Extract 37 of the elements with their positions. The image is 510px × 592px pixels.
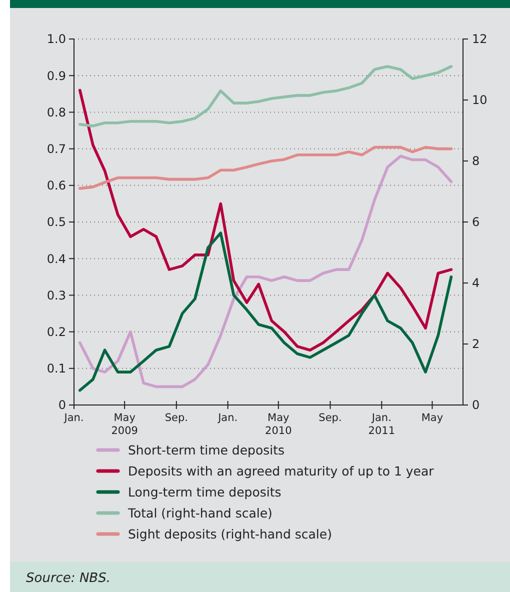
y-tick-label: 0.6: [46, 178, 66, 193]
y-tick-label: 0.9: [46, 68, 66, 83]
legend-label: Long-term time deposits: [128, 484, 282, 500]
x-tick-label: Jan.: [217, 412, 238, 424]
y-tick-label: 0.8: [46, 105, 66, 120]
legend-label: Deposits with an agreed maturity of up to 1 year: [128, 463, 435, 478]
y-tick-label: 0.1: [46, 362, 66, 376]
x-tick-label: Sep.: [318, 412, 342, 424]
x-tick-label: May 2010: [265, 412, 292, 437]
source-note: Source: NBS.: [26, 571, 110, 586]
legend-label: Short-term time deposits: [128, 442, 285, 458]
line-series: [78, 146, 453, 190]
line-series: [78, 154, 453, 388]
y-tick-label: 0.5: [46, 215, 66, 230]
y2-tick-label: 0: [472, 398, 480, 412]
x-tick-label: Jan. 2011: [368, 412, 396, 437]
x-tick-label: May 2009: [111, 412, 138, 437]
legend-label: Sight deposits (right-hand scale): [128, 526, 332, 542]
y2-tick-label: 12: [472, 32, 488, 46]
y2-tick-label: 10: [472, 93, 488, 108]
y-tick-label: 0.7: [46, 142, 66, 156]
y-tick-label: 0.2: [46, 325, 66, 339]
x-tick-label: May: [421, 412, 444, 424]
y-tick-label: 0.4: [46, 252, 66, 266]
y2-tick-label: 6: [472, 215, 480, 230]
y-tick-label: 0.3: [46, 288, 66, 302]
legend-label: Total (right-hand scale): [127, 505, 272, 520]
line-series: [78, 232, 453, 392]
y-tick-label: 0: [58, 398, 66, 412]
line-series: [78, 65, 453, 128]
line-series: [78, 88, 453, 352]
x-tick-label: Sep.: [164, 412, 188, 424]
y2-tick-label: 2: [472, 337, 480, 352]
y-tick-label: 1.0: [46, 32, 66, 46]
y2-tick-label: 4: [472, 276, 480, 290]
x-tick-label: Jan.: [63, 412, 84, 424]
y2-tick-label: 8: [472, 154, 480, 168]
